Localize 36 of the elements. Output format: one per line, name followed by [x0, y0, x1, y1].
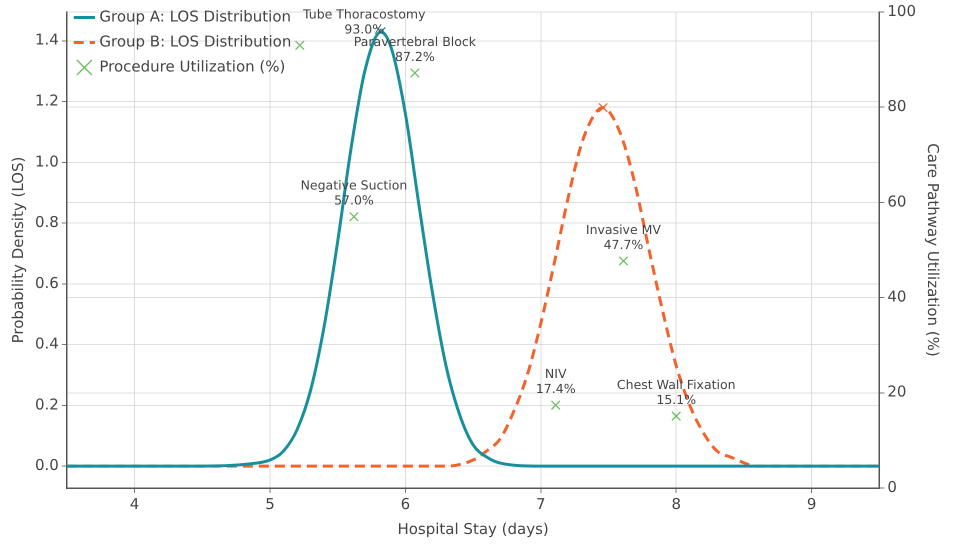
point — [671, 411, 682, 422]
y-axis-title: Probability Density (LOS) — [8, 156, 27, 344]
y-tick-label: 1.0 — [34, 152, 59, 170]
data-label: Tube Thoracostomy 93.0% — [302, 6, 426, 36]
x-tick-label: 6 — [400, 494, 410, 513]
point — [349, 212, 359, 222]
x-tick-label: 4 — [130, 494, 140, 513]
y-tick-label: 0.4 — [34, 334, 59, 353]
point — [618, 256, 628, 266]
legend-label: Group B: LOS Distribution — [99, 32, 292, 50]
y-tick-label: 0.8 — [34, 213, 59, 232]
y2-tick-label: 60 — [887, 192, 906, 210]
x-tick-label: 7 — [536, 494, 546, 513]
legend-label: Procedure Utilization (%) — [99, 57, 286, 76]
y-tick-label: 0.0 — [34, 456, 59, 474]
x-tick-label: 5 — [265, 494, 275, 513]
y2-tick-label: 40 — [887, 287, 906, 306]
x-tick-label: 8 — [671, 494, 682, 513]
x-axis-title: Hospital Stay (days) — [397, 520, 549, 538]
y-tick-label: 1.4 — [34, 30, 59, 49]
x-tick-label: 9 — [806, 494, 816, 513]
point — [550, 400, 561, 410]
data-label: Chest Wall Fixation 15.1% — [616, 377, 736, 408]
data-label: NIV 17.4% — [536, 366, 576, 396]
y2-axis-title: Care Pathway Utilization (%) — [924, 143, 942, 357]
point — [294, 40, 305, 50]
y2-tick-label: 0 — [887, 478, 897, 496]
y2-tick-label: 100 — [887, 2, 916, 20]
data-label: Invasive MV 47.7% — [586, 222, 662, 252]
y-tick-label: 1.2 — [34, 92, 59, 110]
legend-label: Group A: LOS Distribution — [99, 7, 292, 26]
y-tick-label: 0.6 — [34, 274, 59, 292]
point — [410, 68, 420, 78]
y2-tick-label: 20 — [887, 382, 906, 401]
y2-tick-label: 80 — [887, 97, 906, 116]
y-tick-label: 0.2 — [34, 395, 59, 414]
